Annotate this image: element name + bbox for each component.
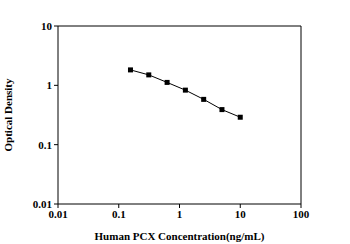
svg-text:1: 1 xyxy=(177,208,183,220)
svg-text:0.1: 0.1 xyxy=(38,139,52,151)
svg-text:1: 1 xyxy=(47,79,53,91)
svg-text:100: 100 xyxy=(293,208,310,220)
svg-text:Human PCX Concentration(ng/mL): Human PCX Concentration(ng/mL) xyxy=(95,230,265,243)
svg-text:10: 10 xyxy=(235,208,247,220)
svg-text:0.01: 0.01 xyxy=(48,207,68,220)
svg-text:0.1: 0.1 xyxy=(112,208,126,220)
svg-text:10: 10 xyxy=(41,20,53,32)
svg-text:Optical Density: Optical Density xyxy=(8,78,14,152)
svg-text:0.01: 0.01 xyxy=(33,198,52,210)
